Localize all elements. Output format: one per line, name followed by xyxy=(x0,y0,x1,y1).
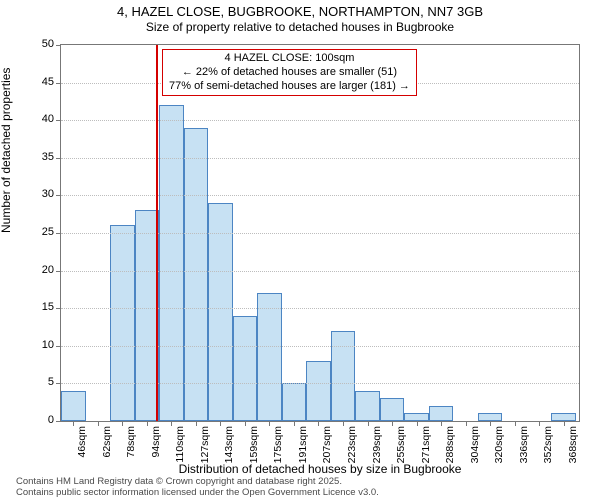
chart-title-sub: Size of property relative to detached ho… xyxy=(0,20,600,34)
y-tick-label: 0 xyxy=(48,414,54,426)
x-tick-label: 78sqm xyxy=(125,426,137,458)
x-axis-label: Distribution of detached houses by size … xyxy=(60,462,580,476)
histogram-bar xyxy=(282,383,307,421)
x-tick-label: 94sqm xyxy=(150,426,162,458)
x-tick-label: 110sqm xyxy=(174,426,186,463)
y-tickmark xyxy=(56,158,61,159)
histogram-bar xyxy=(331,331,356,421)
x-tick-label: 352sqm xyxy=(542,426,554,463)
x-axis-ticks: 46sqm 62sqm 78sqm 94sqm 110sqm 127sqm 143sqm 15… xyxy=(60,424,580,460)
y-tick-label: 50 xyxy=(42,38,54,50)
y-tickmark xyxy=(56,233,61,234)
y-tickmark xyxy=(56,308,61,309)
x-tick-label: 304sqm xyxy=(469,426,481,463)
annotation-line: ← 22% of detached houses are smaller (51… xyxy=(169,66,410,80)
x-tick-label: 159sqm xyxy=(248,426,260,463)
x-tick-label: 175sqm xyxy=(272,426,284,463)
x-tick-label: 368sqm xyxy=(567,426,579,463)
histogram-bar xyxy=(159,105,184,421)
gridline xyxy=(61,308,579,309)
y-tick-label: 25 xyxy=(42,226,54,238)
gridline xyxy=(61,233,579,234)
x-tick-label: 143sqm xyxy=(223,426,235,463)
x-tick-label: 320sqm xyxy=(493,426,505,463)
x-tick-label: 62sqm xyxy=(101,426,113,458)
histogram-bar xyxy=(61,391,86,421)
y-tickmark xyxy=(56,195,61,196)
histogram-bar xyxy=(551,413,576,421)
histogram-bar xyxy=(110,225,135,421)
y-tick-label: 5 xyxy=(48,376,54,388)
y-tickmark xyxy=(56,383,61,384)
x-tick-label: 288sqm xyxy=(444,426,456,463)
y-tick-label: 10 xyxy=(42,339,54,351)
y-tickmark xyxy=(56,271,61,272)
footer-line-1: Contains HM Land Registry data © Crown c… xyxy=(16,477,379,487)
histogram-bar xyxy=(184,128,209,421)
y-tickmark xyxy=(56,120,61,121)
y-tick-label: 40 xyxy=(42,113,54,125)
chart-title-main: 4, HAZEL CLOSE, BUGBROOKE, NORTHAMPTON, … xyxy=(0,4,600,19)
x-tick-label: 207sqm xyxy=(321,426,333,463)
footer-line-2: Contains public sector information licen… xyxy=(16,488,379,498)
chart-container: 4, HAZEL CLOSE, BUGBROOKE, NORTHAMPTON, … xyxy=(0,0,600,500)
annotation-line: 4 HAZEL CLOSE: 100sqm xyxy=(169,52,410,66)
x-tick-label: 223sqm xyxy=(346,426,358,463)
y-tickmark xyxy=(56,45,61,46)
y-tick-label: 30 xyxy=(42,188,54,200)
x-tick-label: 255sqm xyxy=(395,426,407,463)
histogram-bar xyxy=(355,391,380,421)
y-tickmark xyxy=(56,83,61,84)
gridline xyxy=(61,158,579,159)
chart-footer: Contains HM Land Registry data © Crown c… xyxy=(16,477,379,498)
y-tick-label: 45 xyxy=(42,76,54,88)
y-axis-ticks: 05101520253035404550 xyxy=(0,44,56,422)
histogram-bar xyxy=(380,398,405,421)
x-tick-label: 127sqm xyxy=(199,426,211,463)
y-tick-label: 35 xyxy=(42,151,54,163)
gridline xyxy=(61,271,579,272)
histogram-bar xyxy=(429,406,454,421)
annotation-line: 77% of semi-detached houses are larger (… xyxy=(169,80,410,94)
plot-area: 4 HAZEL CLOSE: 100sqm← 22% of detached h… xyxy=(60,44,580,422)
y-tick-label: 20 xyxy=(42,264,54,276)
y-tickmark xyxy=(56,421,61,422)
x-tick-label: 191sqm xyxy=(297,426,309,463)
x-tick-label: 336sqm xyxy=(518,426,530,463)
y-tick-label: 15 xyxy=(42,301,54,313)
histogram-bar xyxy=(257,293,282,421)
gridline xyxy=(61,195,579,196)
histogram-bar xyxy=(478,413,503,421)
gridline xyxy=(61,383,579,384)
gridline xyxy=(61,120,579,121)
histogram-bar xyxy=(306,361,331,421)
y-tickmark xyxy=(56,346,61,347)
property-marker-line xyxy=(156,45,158,421)
x-tick-label: 271sqm xyxy=(420,426,432,463)
annotation-box: 4 HAZEL CLOSE: 100sqm← 22% of detached h… xyxy=(162,49,417,96)
gridline xyxy=(61,346,579,347)
histogram-bar xyxy=(404,413,429,421)
histogram-bar xyxy=(208,203,233,421)
x-tick-label: 46sqm xyxy=(76,426,88,458)
x-tick-label: 239sqm xyxy=(371,426,383,463)
histogram-bar xyxy=(233,316,258,421)
